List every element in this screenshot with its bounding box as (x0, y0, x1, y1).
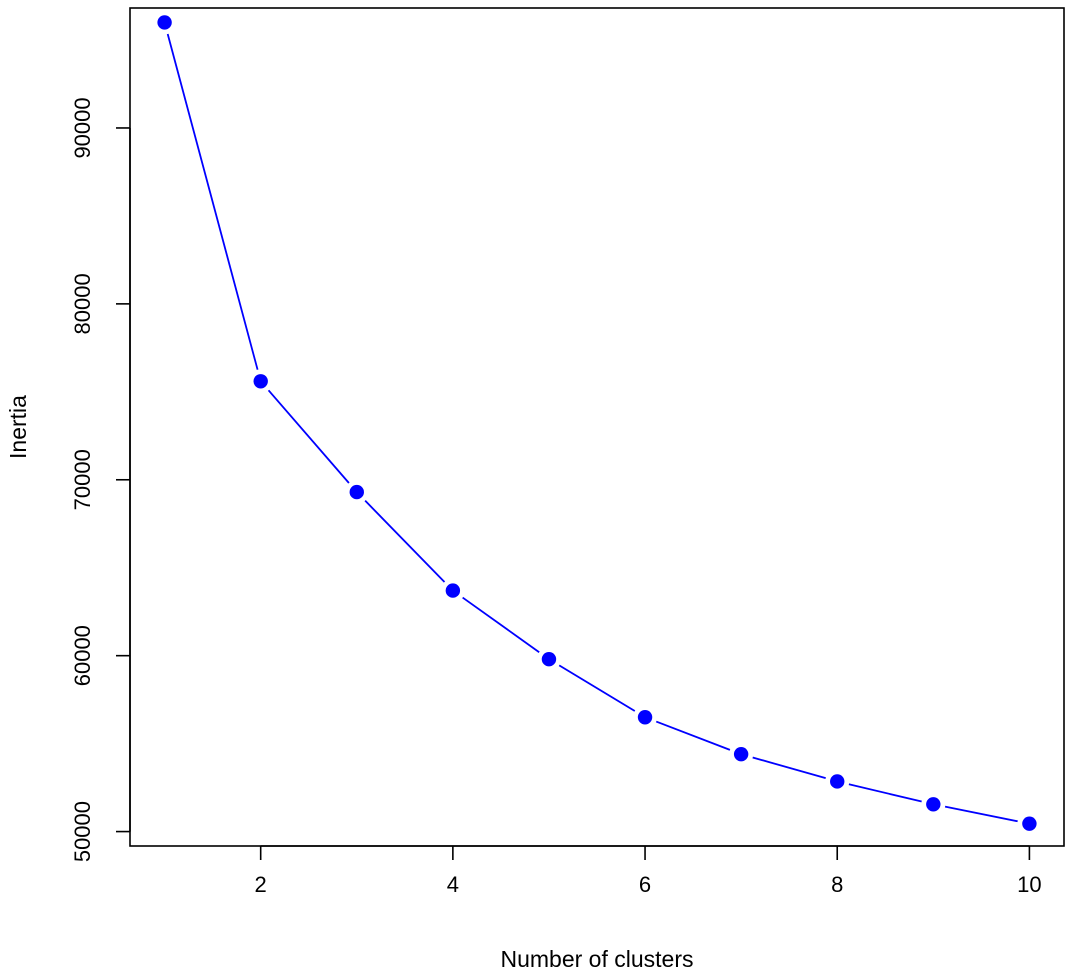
data-point (926, 797, 941, 812)
x-axis: 2 4 6 8 10 (255, 845, 1042, 897)
data-point (253, 374, 268, 389)
y-axis-label: Inertia (5, 395, 31, 459)
series-points (157, 15, 1037, 831)
x-tick-label: 2 (255, 872, 267, 897)
series-line-segment (848, 783, 922, 803)
data-point (541, 651, 557, 667)
series-line (166, 33, 1018, 823)
x-tick-label: 4 (447, 872, 459, 897)
series-line-segment (267, 389, 350, 484)
data-point (830, 774, 845, 789)
data-point (349, 484, 364, 500)
series-line-segment (462, 596, 540, 653)
series-line-segment (944, 805, 1018, 823)
x-tick-label: 10 (1017, 872, 1041, 897)
y-tick-label: 60000 (70, 625, 95, 686)
plot-frame (129, 7, 1065, 847)
x-axis-label: Number of clusters (500, 946, 693, 972)
data-point (1022, 816, 1037, 831)
series-line-segment (364, 500, 446, 583)
x-tick-label: 6 (639, 872, 651, 897)
series-line-segment (558, 664, 636, 712)
series-line-segment (655, 720, 731, 751)
data-point (157, 15, 172, 30)
x-tick-label: 8 (831, 872, 843, 897)
y-tick-label: 70000 (70, 449, 95, 510)
y-tick-label: 50000 (70, 801, 95, 862)
data-point (733, 746, 749, 762)
y-tick-label: 90000 (70, 97, 95, 158)
data-point (637, 710, 653, 725)
series-line-segment (166, 33, 259, 370)
y-axis: 50000 60000 70000 80000 90000 (70, 97, 131, 862)
data-point (445, 583, 461, 598)
y-tick-label: 80000 (70, 273, 95, 334)
series-line-segment (752, 756, 826, 780)
